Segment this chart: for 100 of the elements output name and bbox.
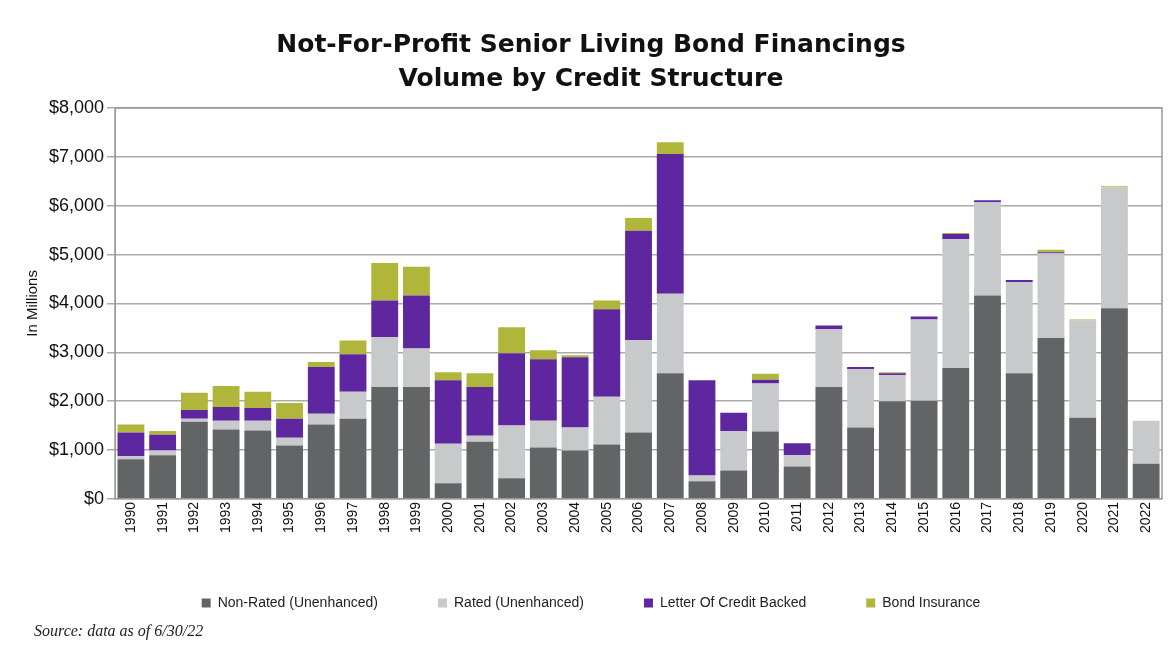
bar — [529, 420, 557, 448]
x-tick-label: 2008 — [692, 501, 709, 534]
y-tick-label: $1,000 — [48, 438, 105, 459]
bar — [498, 478, 526, 499]
bar — [593, 396, 621, 445]
bar — [1005, 373, 1033, 499]
bar — [783, 454, 811, 467]
bar — [339, 354, 367, 392]
bar — [149, 430, 177, 435]
bar — [466, 435, 494, 442]
x-tick-label: 2011 — [788, 501, 805, 532]
bar — [339, 418, 367, 499]
bar — [1069, 417, 1097, 499]
bar — [212, 386, 240, 407]
x-tick-label: 2022 — [1137, 501, 1153, 534]
bar — [847, 368, 875, 428]
bar — [466, 441, 494, 499]
y-tick-label: $5,000 — [48, 243, 105, 264]
legend-label: Rated (Unenhanced) — [453, 593, 584, 610]
bar — [339, 340, 367, 355]
bar — [561, 357, 589, 428]
bar — [1132, 420, 1160, 464]
bar — [371, 262, 399, 301]
bar — [403, 266, 430, 296]
x-tick-label: 2000 — [439, 501, 456, 534]
bar — [149, 450, 177, 456]
bar — [910, 319, 938, 401]
bar — [149, 455, 177, 499]
bar — [371, 300, 399, 338]
bar — [974, 295, 1001, 499]
bar — [466, 386, 494, 436]
bar — [212, 407, 240, 421]
source-note: Source: data as of 6/30/22 — [34, 622, 204, 640]
x-tick-label: 2019 — [1041, 501, 1058, 534]
chart-subtitle: Volume by Credit Structure — [398, 62, 784, 92]
bar — [434, 443, 462, 484]
bar — [815, 329, 843, 387]
bar — [1132, 463, 1160, 499]
x-tick-label: 1996 — [312, 501, 329, 534]
bar — [180, 409, 208, 419]
bar — [656, 142, 684, 154]
bar — [1037, 338, 1065, 499]
bar — [783, 443, 811, 455]
x-tick-label: 1997 — [343, 501, 360, 534]
x-tick-label: 2005 — [597, 501, 614, 534]
x-tick-label: 2021 — [1105, 501, 1122, 534]
bar — [720, 430, 748, 471]
bar — [720, 470, 748, 499]
bar — [339, 391, 367, 419]
bar — [529, 359, 557, 421]
bar — [498, 327, 526, 354]
y-tick-label: $8,000 — [48, 96, 105, 117]
bar — [625, 217, 652, 231]
x-tick-label: 2013 — [851, 501, 868, 534]
bar — [942, 234, 970, 239]
bar — [656, 293, 684, 374]
x-tick-label: 2004 — [565, 501, 582, 534]
x-tick-label: 1995 — [280, 501, 297, 534]
bar — [403, 295, 430, 349]
bar — [910, 316, 938, 320]
bar — [625, 432, 652, 499]
bar — [625, 230, 652, 341]
bar — [117, 424, 145, 433]
bar — [815, 325, 843, 330]
bar — [498, 353, 526, 426]
bar — [244, 391, 272, 408]
x-tick-label: 2017 — [978, 501, 995, 534]
bar — [1100, 187, 1128, 309]
bar — [244, 407, 272, 421]
bar — [529, 350, 557, 360]
y-tick-label: $0 — [84, 487, 105, 508]
bar — [752, 379, 779, 384]
bar — [276, 418, 303, 438]
bar — [149, 434, 177, 451]
bar — [1100, 308, 1128, 499]
bar — [688, 380, 716, 476]
bar — [244, 430, 272, 499]
bar — [688, 481, 716, 499]
x-tick-label: 1993 — [216, 501, 233, 534]
bar — [180, 392, 208, 410]
x-tick-label: 1990 — [121, 501, 138, 534]
bar — [276, 445, 303, 499]
bar — [117, 456, 145, 460]
bar — [529, 447, 557, 499]
bar — [307, 424, 335, 499]
x-tick-label: 2002 — [502, 501, 519, 534]
x-tick-label: 1991 — [153, 501, 170, 534]
x-tick-label: 2007 — [661, 501, 678, 534]
bar — [434, 380, 462, 444]
bar — [656, 153, 684, 294]
x-tick-label: 2003 — [534, 501, 551, 534]
bar — [625, 340, 652, 433]
bar — [1005, 281, 1033, 374]
x-tick-label: 2009 — [724, 501, 741, 534]
bar — [244, 420, 272, 431]
bar — [942, 238, 970, 368]
bar — [974, 202, 1001, 296]
x-tick-label: 2020 — [1073, 501, 1090, 534]
bar — [403, 386, 430, 499]
bar — [466, 373, 494, 387]
